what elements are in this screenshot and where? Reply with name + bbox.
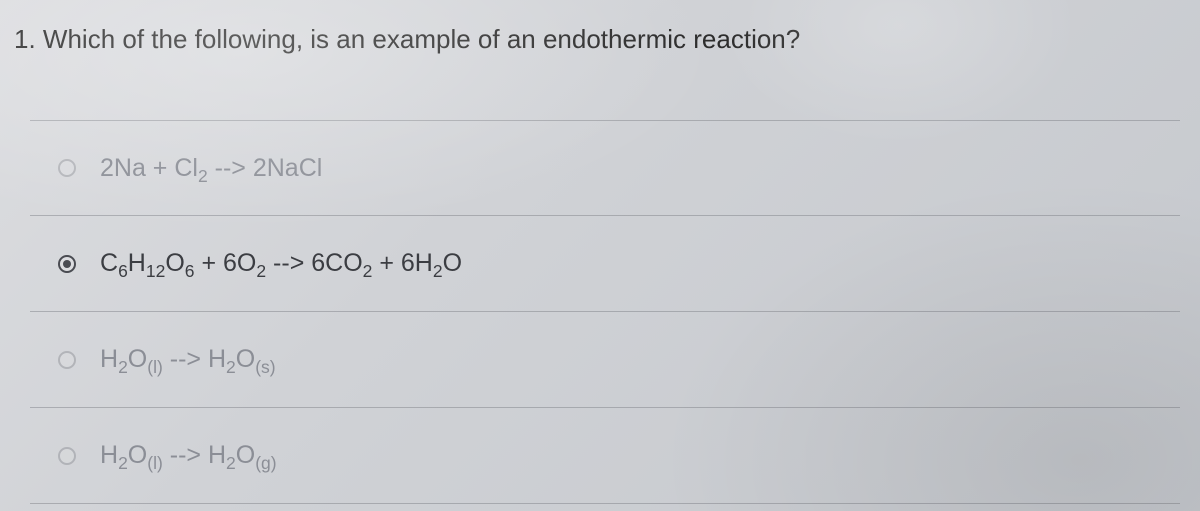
option-row-a[interactable]: 2Na + Cl2 --> 2NaCl bbox=[30, 120, 1180, 216]
option-row-b[interactable]: C6H12O6 + 6O2 --> 6CO2 + 6H2O bbox=[30, 216, 1180, 312]
option-label-b: C6H12O6 + 6O2 --> 6CO2 + 6H2O bbox=[100, 249, 462, 278]
option-label-c: H2O(l) --> H2O(s) bbox=[100, 345, 276, 374]
option-label-d: H2O(l) --> H2O(g) bbox=[100, 441, 277, 470]
options-list: 2Na + Cl2 --> 2NaCl C6H12O6 + 6O2 --> 6CO… bbox=[30, 120, 1180, 504]
question-text: 1. Which of the following, is an example… bbox=[14, 24, 800, 55]
option-row-d[interactable]: H2O(l) --> H2O(g) bbox=[30, 408, 1180, 504]
option-label-a: 2Na + Cl2 --> 2NaCl bbox=[100, 154, 322, 183]
option-row-c[interactable]: H2O(l) --> H2O(s) bbox=[30, 312, 1180, 408]
radio-c[interactable] bbox=[58, 351, 76, 369]
question-body: Which of the following, is an example of… bbox=[43, 24, 800, 54]
radio-b[interactable] bbox=[58, 255, 76, 273]
question-number: 1. bbox=[14, 24, 36, 54]
radio-a[interactable] bbox=[58, 159, 76, 177]
radio-d[interactable] bbox=[58, 447, 76, 465]
